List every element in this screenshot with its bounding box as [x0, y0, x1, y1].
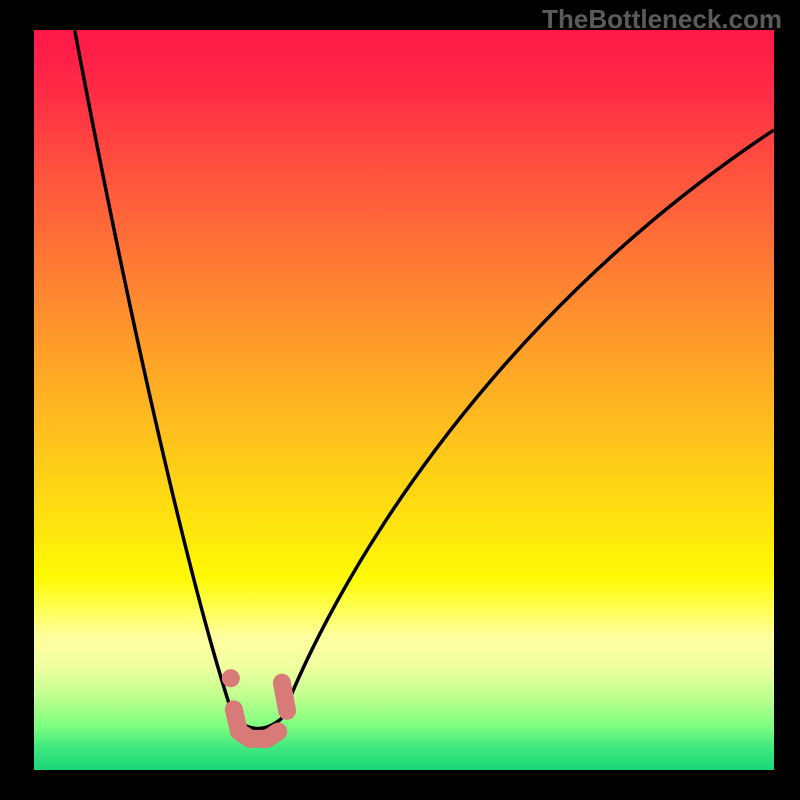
gradient-background — [34, 30, 774, 770]
watermark-text: TheBottleneck.com — [542, 4, 782, 35]
chart-frame: TheBottleneck.com — [0, 0, 800, 800]
bottleneck-chart — [34, 30, 774, 770]
